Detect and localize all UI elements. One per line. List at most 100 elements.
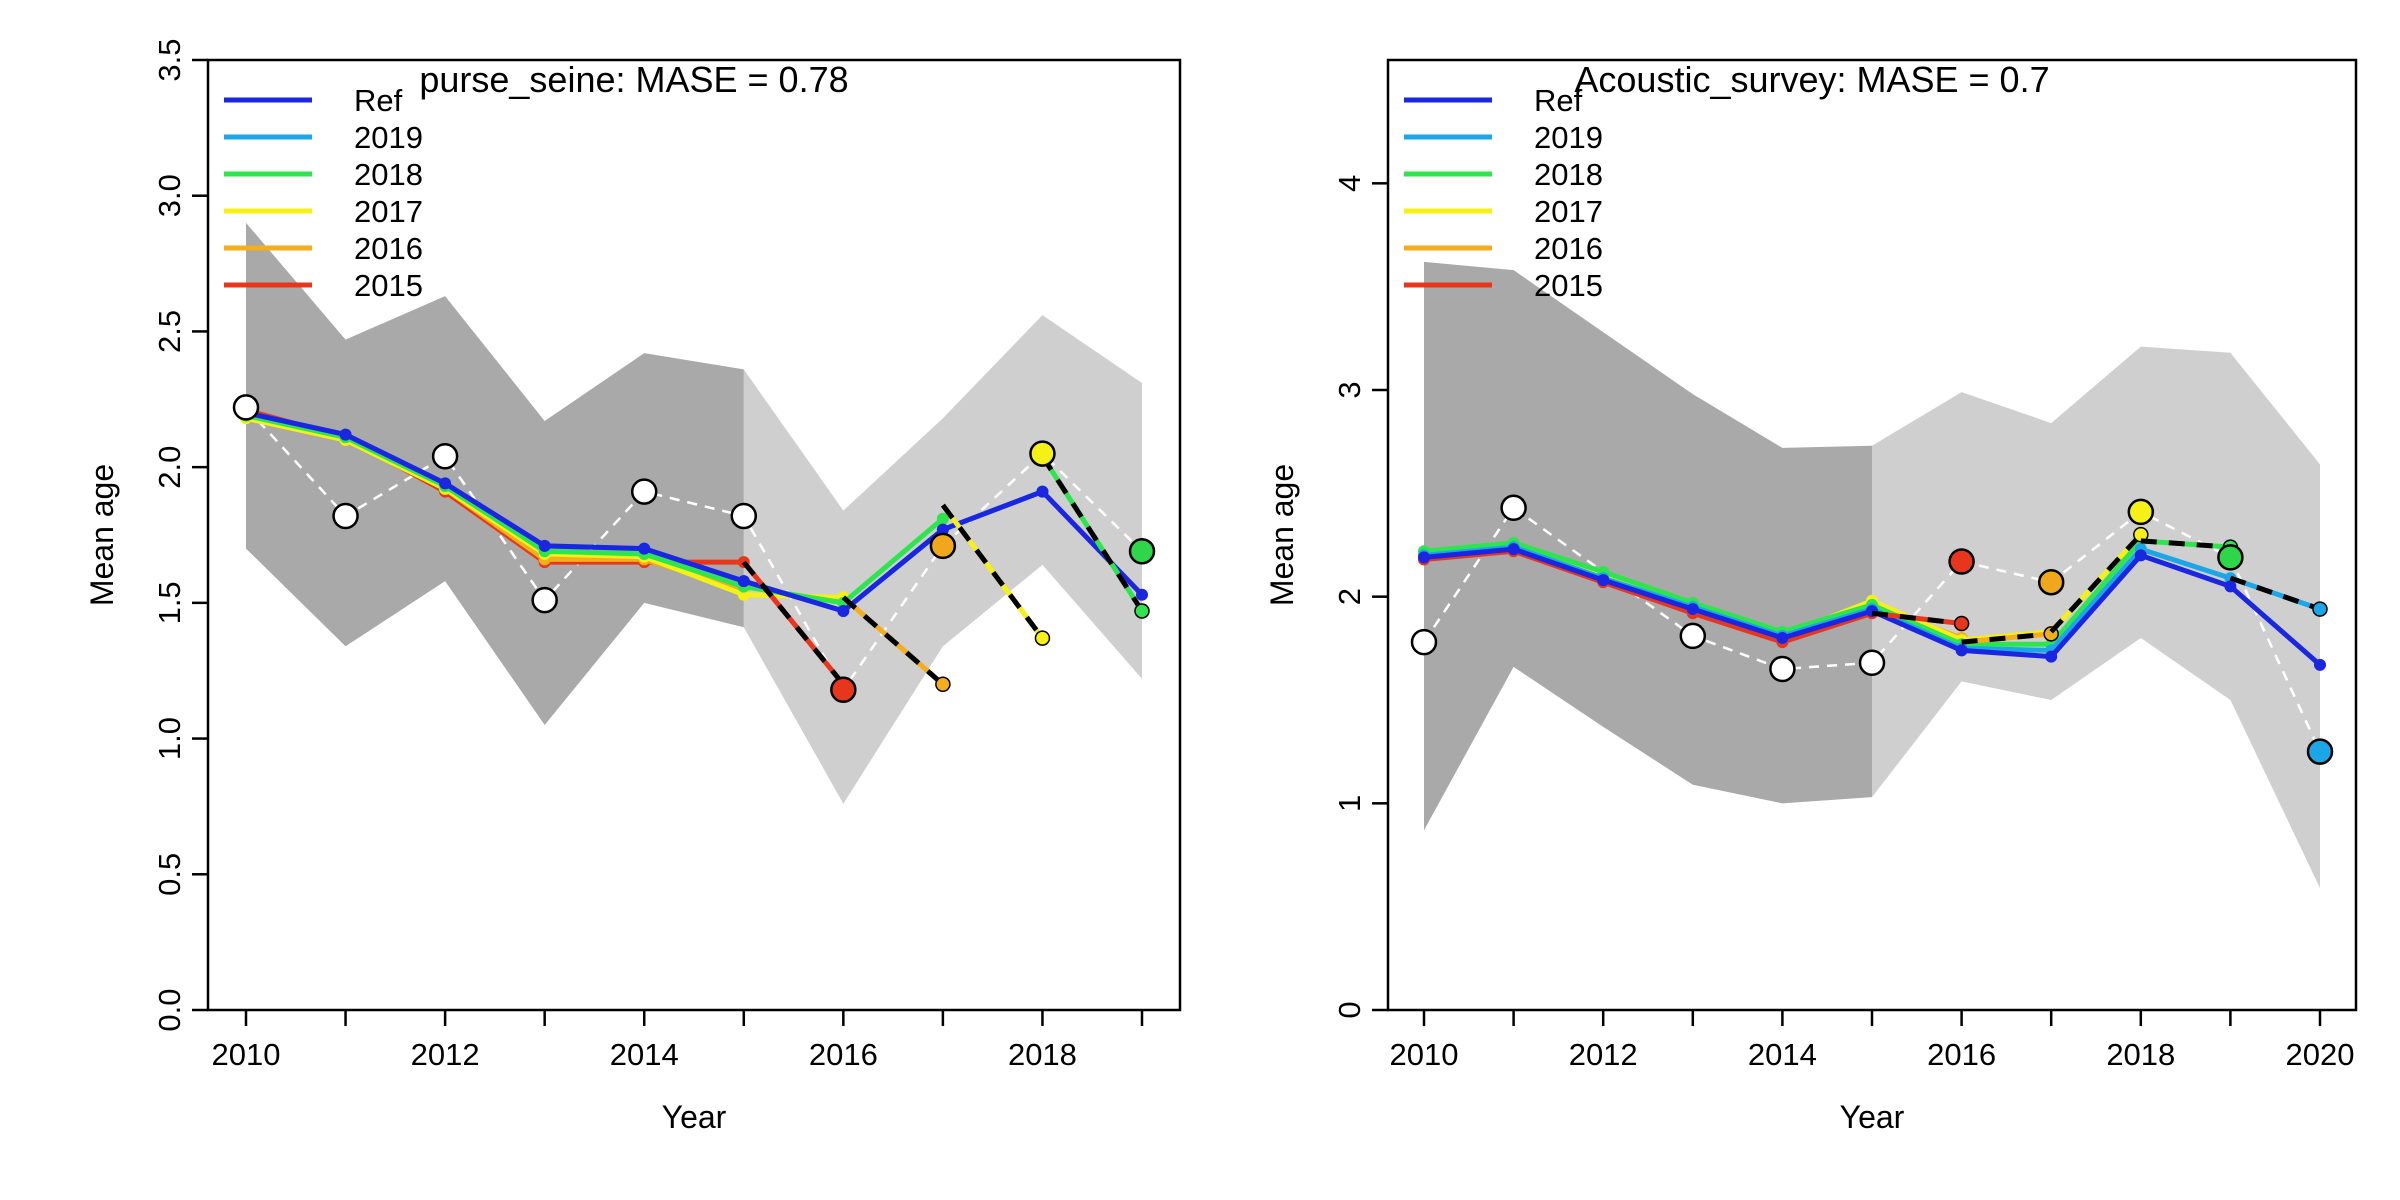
confidence-band-light (743, 315, 1142, 804)
plot-frame (206, 58, 1182, 1012)
y-tick-label: 0.5 (152, 853, 187, 896)
legend-label-2016: 2016 (1534, 231, 1603, 266)
observed-point (1029, 440, 1056, 467)
legend-label-2018: 2018 (354, 157, 423, 192)
legend-label-2019: 2019 (354, 120, 423, 155)
legend-label-2016: 2016 (354, 231, 423, 266)
y-axis-label: Mean age (1264, 464, 1300, 606)
forecast-dash-4 (2140, 538, 2231, 550)
forecast-point-4 (1134, 603, 1150, 619)
series-point-Ref (1597, 574, 1610, 587)
forecast-point-3 (1034, 630, 1051, 646)
observed-point (830, 676, 857, 703)
series-point-Ref (538, 539, 551, 552)
x-axis-label: Year (1840, 1099, 1905, 1135)
observed-point (1858, 649, 1886, 677)
x-tick-label: 2020 (2286, 1037, 2355, 1072)
x-tick-label: 2018 (1008, 1037, 1077, 1072)
forecast-dash-1 (1871, 610, 1962, 627)
series-line-Ref (245, 410, 1144, 614)
observed-point (2217, 544, 2244, 571)
observed-point (630, 478, 658, 505)
series-point-Ref (737, 575, 750, 588)
observed-line (245, 406, 1143, 693)
forecast-dash-5 (2229, 575, 2321, 612)
series-point-Ref (1418, 551, 1430, 564)
series-point-Ref (936, 523, 949, 536)
forecast-point-2 (935, 676, 951, 693)
x-tick-label: 2010 (212, 1037, 281, 1072)
x-tick-label: 2012 (1569, 1037, 1638, 1072)
legend-label-2015: 2015 (1534, 268, 1603, 303)
forecast-segment-1 (741, 560, 846, 686)
observed-point (2306, 738, 2334, 765)
y-tick-label: 3.5 (152, 38, 187, 81)
y-tick-label: 2.5 (152, 310, 187, 353)
forecast-dash-4 (1040, 454, 1145, 613)
x-tick-label: 2018 (2106, 1037, 2175, 1072)
series-point-Ref (439, 477, 452, 490)
series-point-Ref (2224, 580, 2237, 593)
y-tick-label: 2.0 (152, 446, 187, 489)
legend-label-Ref: Ref (354, 83, 403, 118)
observed-point (730, 502, 758, 530)
legend-label-2015: 2015 (354, 268, 423, 303)
observed-point (2037, 568, 2065, 596)
y-tick-label: 0 (1332, 1001, 1367, 1018)
forecast-dash-2 (1961, 631, 2052, 645)
y-tick-label: 0.0 (152, 988, 187, 1031)
series-point-Ref (1686, 603, 1699, 616)
chart-panel-1: 2010 2012 2014 2016 2018 0.0 0.5 1.0 1.5 2.0 2.5 3.… (84, 38, 1182, 1135)
observed-point (1679, 622, 1707, 650)
x-tick-label: 2016 (809, 1037, 878, 1072)
confidence-band-dark (246, 222, 744, 725)
legend-label-2019: 2019 (1534, 120, 1603, 155)
x-axis-label: Year (662, 1099, 727, 1135)
series-point-Ref (2045, 650, 2058, 663)
observed-point (232, 394, 260, 421)
y-tick-label: 1.0 (152, 717, 187, 760)
forecast-point-5 (2312, 601, 2328, 617)
series-point-Ref (339, 428, 352, 441)
chart-panel-2: 2010 2012 2014 2016 2018 2020 0 1 2 3 4 Year Mean ag… (1264, 58, 2358, 1135)
observed-point (2127, 498, 2155, 526)
observed-point (1769, 655, 1796, 683)
series-point-Ref (1036, 485, 1049, 498)
y-tick-label: 3 (1332, 381, 1367, 398)
observed-point (929, 532, 957, 560)
legend-label-2017: 2017 (354, 194, 423, 229)
legend-label-2017: 2017 (1534, 194, 1603, 229)
x-tick-label: 2014 (1748, 1037, 1817, 1072)
observed-point (531, 586, 558, 614)
y-tick-label: 1.5 (152, 581, 187, 624)
confidence-band-light (1872, 346, 2320, 889)
y-tick-label: 3.0 (152, 174, 187, 217)
observed-point (1128, 538, 1156, 565)
observed-point (431, 443, 459, 470)
series-point-Ref (1776, 632, 1789, 644)
legend-label-Ref: Ref (1534, 83, 1583, 118)
observed-point (1410, 628, 1438, 656)
chart-title: purse_seine: MASE = 0.78 (419, 59, 848, 100)
observed-point (1948, 548, 1975, 575)
series-point-Ref (2314, 658, 2326, 671)
x-tick-label: 2010 (1390, 1037, 1459, 1072)
y-tick-label: 2 (1332, 588, 1367, 605)
x-tick-label: 2012 (411, 1037, 480, 1072)
legend-label-2018: 2018 (1534, 157, 1603, 192)
confidence-band-dark (1424, 261, 1872, 831)
observed-point (1500, 494, 1527, 522)
series-point-Ref (2134, 549, 2147, 562)
y-tick-label: 1 (1332, 795, 1367, 812)
observed-point (332, 502, 359, 530)
x-tick-label: 2014 (610, 1037, 679, 1072)
forecast-point-1 (1953, 615, 1970, 632)
series-point-Ref (1136, 588, 1148, 601)
chart-title: Acoustic_survey: MASE = 0.7 (1574, 59, 2049, 100)
forecast-segment-3 (940, 503, 1045, 640)
y-axis-label: Mean age (84, 464, 120, 606)
x-tick-label: 2016 (1927, 1037, 1996, 1072)
series-point-Ref (837, 605, 850, 617)
series-point-Ref (638, 542, 651, 555)
